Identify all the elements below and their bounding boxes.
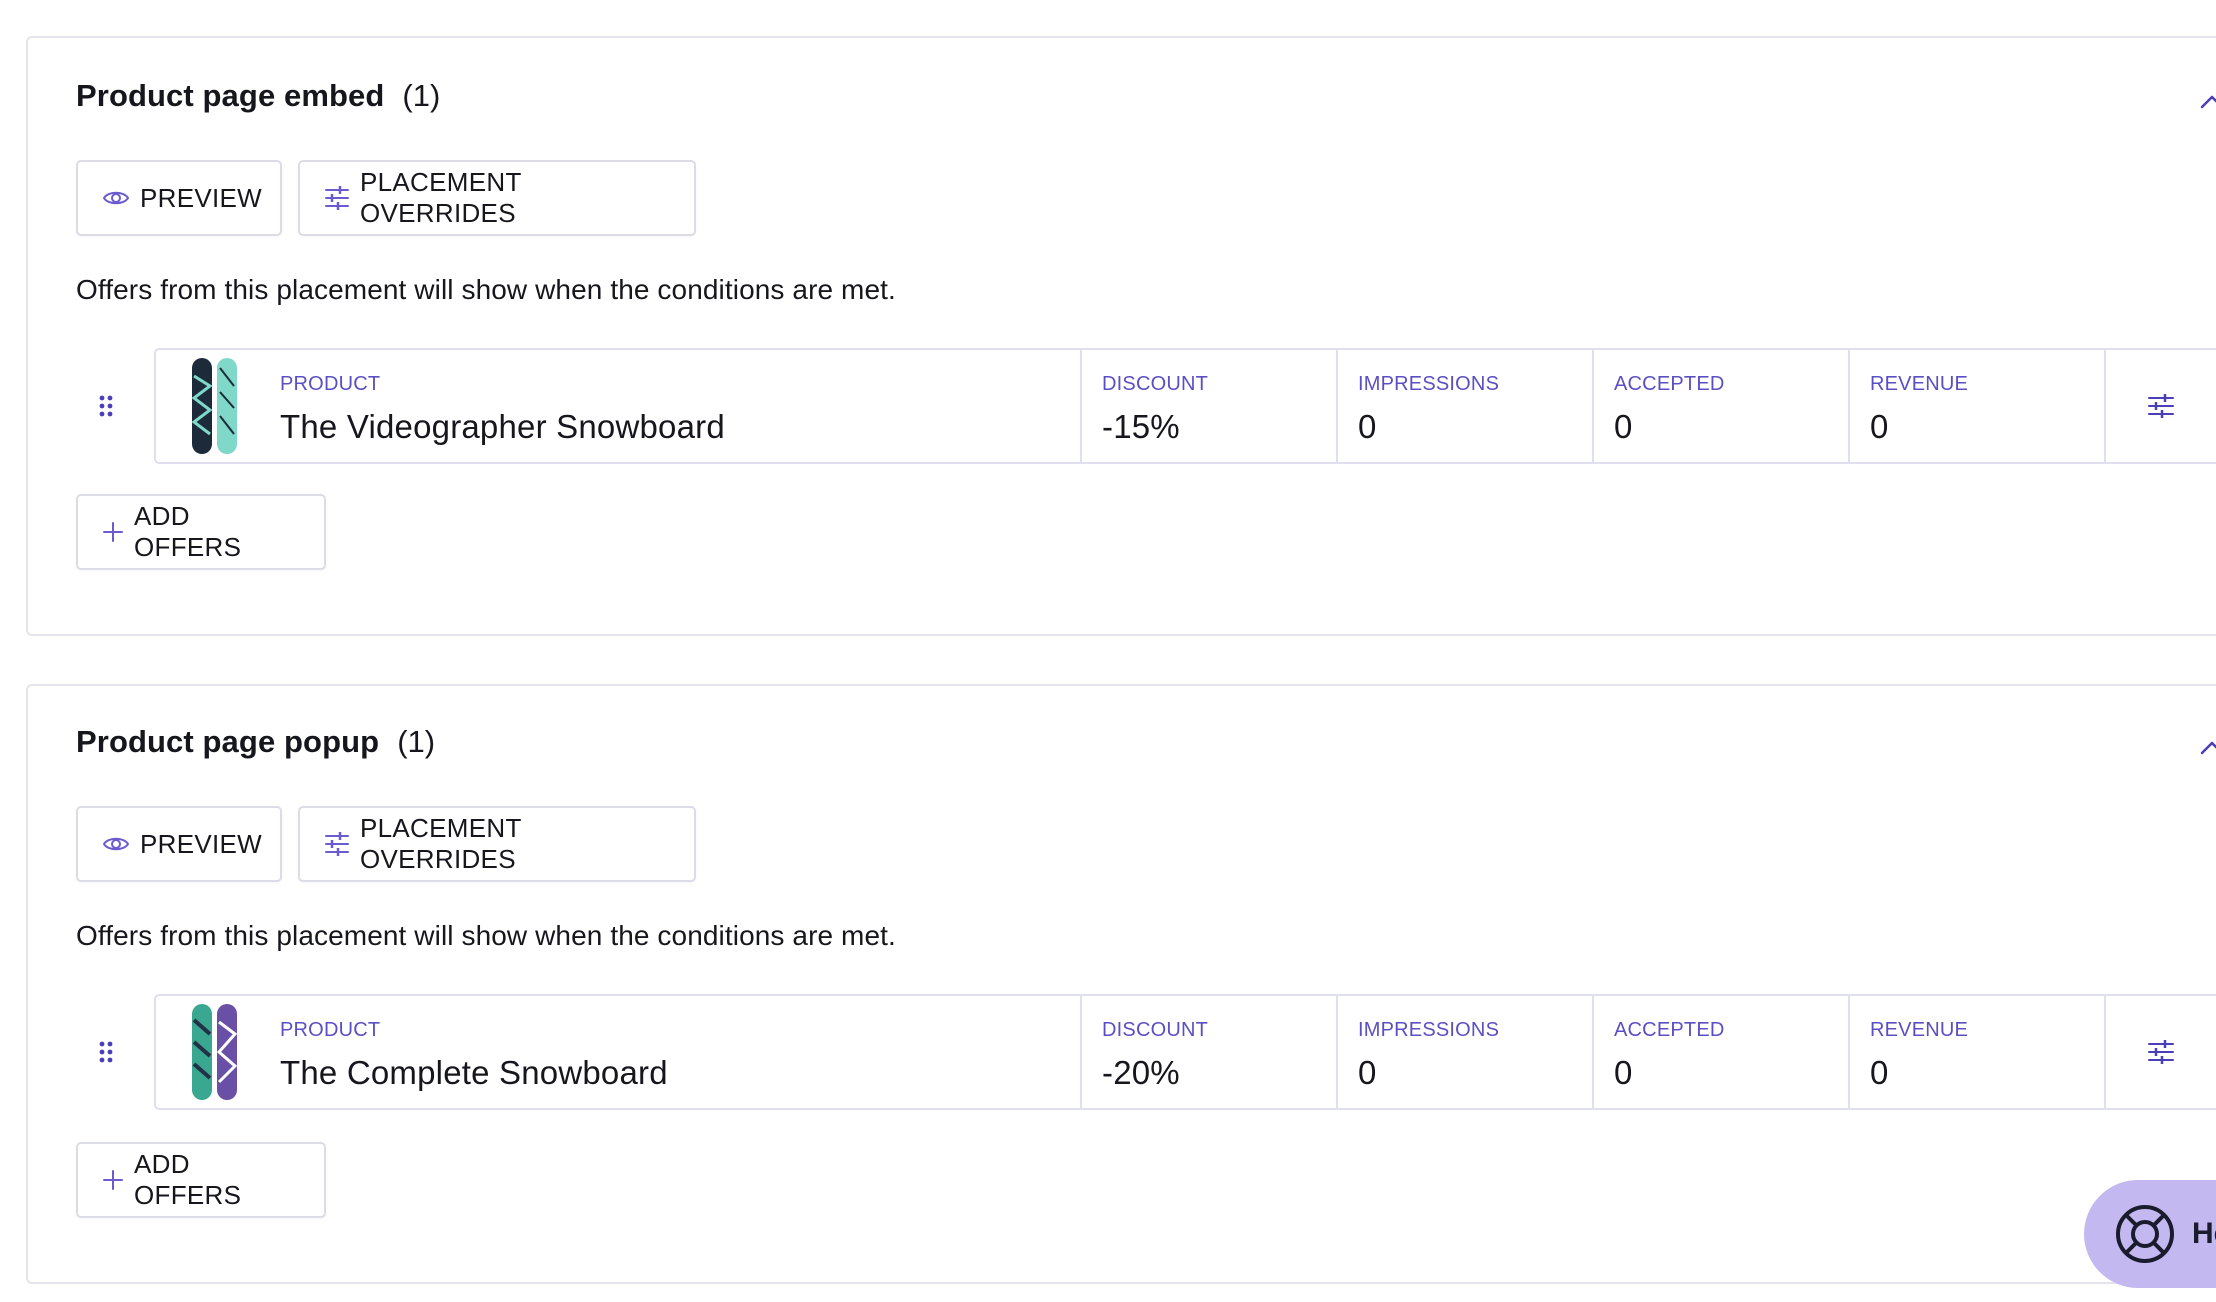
revenue-cell: REVENUE 0 [1848,996,2104,1108]
revenue-value: 0 [1870,1053,1889,1091]
placement-overrides-label: PLACEMENT OVERRIDES [360,167,522,228]
snowboard-image [192,1004,238,1100]
preview-label: PREVIEW [140,182,263,213]
product-thumbnail [156,996,274,1108]
product-column-label: PRODUCT [280,372,381,395]
discount-cell: DISCOUNT -20% [1080,996,1336,1108]
help-button[interactable]: He [2084,1180,2216,1288]
accepted-value: 0 [1614,407,1633,445]
accepted-cell: ACCEPTED 0 [1592,996,1848,1108]
product-cell: PRODUCT The Complete Snowboard [274,996,1080,1108]
discount-value: -15% [1102,407,1180,445]
product-name: The Videographer Snowboard [280,407,725,445]
revenue-cell: REVENUE 0 [1848,350,2104,462]
revenue-value: 0 [1870,407,1889,445]
add-offers-label: ADD OFFERS [134,1149,242,1210]
snowboard-image [191,358,237,454]
sliders-icon [2148,394,2174,418]
offer-row[interactable]: PRODUCT The Videographer Snowboard DISCO… [154,348,2216,464]
lifebuoy-icon [2116,1205,2174,1263]
drag-handle-icon [99,395,113,417]
impressions-column-label: IMPRESSIONS [1358,372,1500,395]
section-header: Product page embed (1) [76,78,440,114]
product-column-label: PRODUCT [280,1018,381,1041]
add-offers-label: ADD OFFERS [134,501,242,562]
drag-handle[interactable] [96,390,116,422]
discount-cell: DISCOUNT -15% [1080,350,1336,462]
eye-icon [102,837,130,851]
offer-row[interactable]: PRODUCT The Complete Snowboard DISCOUNT … [154,994,2216,1110]
plus-icon [103,1170,123,1190]
accepted-column-label: ACCEPTED [1614,1018,1725,1041]
placement-overrides-button[interactable]: PLACEMENT OVERRIDES [298,806,696,882]
section-count: (1) [402,78,441,113]
section-header: Product page popup (1) [76,724,435,760]
impressions-value: 0 [1358,407,1377,445]
discount-column-label: DISCOUNT [1102,372,1209,395]
add-offers-button[interactable]: ADD OFFERS [76,494,326,570]
offer-settings-button[interactable] [2104,996,2216,1108]
placement-section-popup: Product page popup (1) PREVIEW PLACEMENT… [26,684,2216,1284]
helper-text: Offers from this placement will show whe… [76,920,896,951]
drag-handle[interactable] [96,1036,116,1068]
placement-overrides-button[interactable]: PLACEMENT OVERRIDES [298,160,696,236]
impressions-column-label: IMPRESSIONS [1358,1018,1500,1041]
discount-value: -20% [1102,1053,1180,1091]
sliders-icon [325,186,349,210]
section-count: (1) [397,724,436,759]
preview-label: PREVIEW [140,828,263,859]
chevron-up-icon [2200,95,2216,109]
helper-text: Offers from this placement will show whe… [76,274,896,305]
section-title: Product page embed [76,78,385,113]
accepted-value: 0 [1614,1053,1633,1091]
help-label: He [2192,1217,2216,1250]
sliders-icon [325,832,349,856]
section-title: Product page popup [76,724,380,759]
impressions-cell: IMPRESSIONS 0 [1336,996,1592,1108]
chevron-up-icon [2200,741,2216,755]
product-thumbnail [156,350,274,462]
eye-icon [102,191,130,205]
product-cell: PRODUCT The Videographer Snowboard [274,350,1080,462]
add-offers-button[interactable]: ADD OFFERS [76,1142,326,1218]
preview-button[interactable]: PREVIEW [76,806,282,882]
impressions-cell: IMPRESSIONS 0 [1336,350,1592,462]
placement-overrides-label: PLACEMENT OVERRIDES [360,813,522,874]
plus-icon [103,522,123,542]
discount-column-label: DISCOUNT [1102,1018,1209,1041]
offer-settings-button[interactable] [2104,350,2216,462]
preview-button[interactable]: PREVIEW [76,160,282,236]
product-name: The Complete Snowboard [280,1053,668,1091]
drag-handle-icon [99,1041,113,1063]
accepted-cell: ACCEPTED 0 [1592,350,1848,462]
revenue-column-label: REVENUE [1870,372,1969,395]
impressions-value: 0 [1358,1053,1377,1091]
revenue-column-label: REVENUE [1870,1018,1969,1041]
placement-section-embed: Product page embed (1) PREVIEW PLACEMENT… [26,36,2216,636]
collapse-toggle[interactable] [2192,82,2216,122]
collapse-toggle[interactable] [2192,728,2216,768]
accepted-column-label: ACCEPTED [1614,372,1725,395]
sliders-icon [2148,1040,2174,1064]
